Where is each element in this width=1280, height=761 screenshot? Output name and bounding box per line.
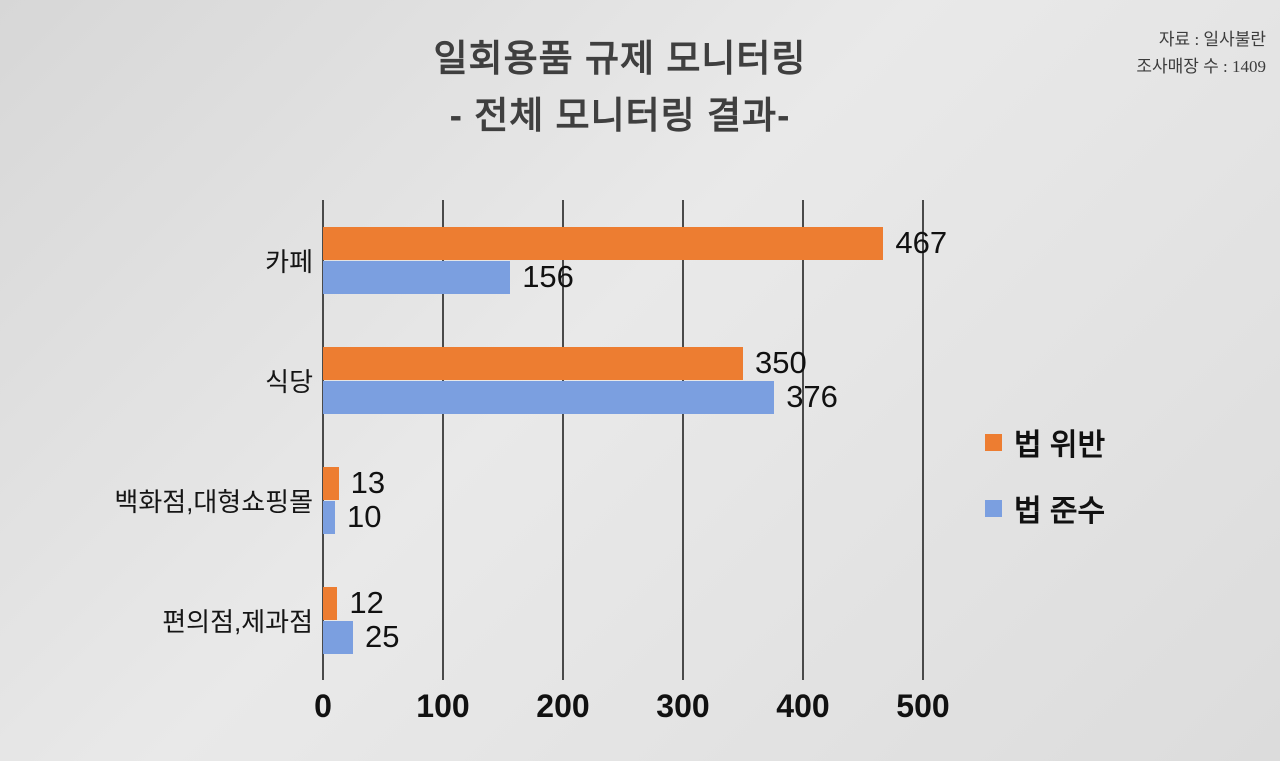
plot-wrap: 467 156 350 376 13 10 12 25 0 100 200 300 400 500 xyxy=(314,200,950,740)
bar-line: 13 xyxy=(323,465,923,500)
plot-area: 467 156 350 376 13 10 12 25 xyxy=(322,200,947,680)
bar-line: 156 xyxy=(323,259,923,294)
value-label: 10 xyxy=(347,499,382,534)
bar-line: 467 xyxy=(323,225,947,260)
gridline xyxy=(802,200,804,680)
bar-violation xyxy=(323,466,339,500)
x-tick-label: 400 xyxy=(776,688,830,724)
value-label: 13 xyxy=(350,465,386,500)
bar-chart: 카페 식당 백화점,대형쇼핑몰 편의점,제과점 467 156 350 376 13 10 12 2… xyxy=(65,200,950,740)
bar-violation xyxy=(323,226,884,260)
category-label: 편의점,제과점 xyxy=(162,606,313,637)
legend-item-violation: 법 위반 xyxy=(985,420,1105,464)
bar-compliance xyxy=(323,380,775,414)
value-label: 350 xyxy=(755,345,807,380)
chart-title-line-2: - 전체 모니터링 결과- xyxy=(449,95,791,137)
bar-group: 13 10 xyxy=(323,440,923,560)
x-tick-label: 100 xyxy=(416,688,470,724)
bar-line: 350 xyxy=(323,345,923,380)
x-tick-label: 300 xyxy=(656,688,710,724)
bar-group: 12 25 xyxy=(323,560,923,680)
category-label: 카페 xyxy=(265,246,313,277)
gridline xyxy=(682,200,684,680)
compliance-swatch xyxy=(985,499,1002,517)
value-label: 376 xyxy=(786,379,838,414)
value-label: 156 xyxy=(522,259,574,294)
chart-title-line-1: 일회용품 규제 모니터링 xyxy=(433,38,807,79)
gridline xyxy=(442,200,444,680)
category-label: 식당 xyxy=(265,366,313,397)
x-axis: 0 100 200 300 400 500 xyxy=(314,688,950,740)
x-tick-label: 500 xyxy=(896,688,950,724)
bar-compliance xyxy=(323,620,353,654)
bar-compliance xyxy=(323,500,335,534)
gridline xyxy=(322,200,324,680)
category-label: 백화점,대형쇼핑몰 xyxy=(114,486,313,517)
value-label: 467 xyxy=(895,225,948,260)
legend: 법 위반 법 준수 xyxy=(985,420,1105,530)
bar-line: 376 xyxy=(323,379,923,414)
gridline xyxy=(922,200,924,680)
gridline xyxy=(562,200,564,680)
value-label: 25 xyxy=(365,619,400,654)
bar-group: 467 156 xyxy=(323,200,947,320)
source-note: 자료 : 일사불란 조사매장 수 : 1409 xyxy=(1136,26,1266,80)
source-line-1: 자료 : 일사불란 xyxy=(1158,30,1266,49)
bar-group: 350 376 xyxy=(323,320,923,440)
legend-label-compliance: 법 준수 xyxy=(1014,495,1106,528)
bar-violation xyxy=(323,346,743,380)
violation-swatch xyxy=(985,433,1002,451)
legend-label-violation: 법 위반 xyxy=(1014,429,1106,462)
chart-title: 일회용품 규제 모니터링 - 전체 모니터링 결과- xyxy=(0,30,1240,145)
bar-line: 10 xyxy=(323,499,923,534)
source-line-2: 조사매장 수 : 1409 xyxy=(1136,57,1266,77)
value-label: 12 xyxy=(349,585,384,620)
legend-item-compliance: 법 준수 xyxy=(985,486,1105,530)
bar-compliance xyxy=(323,260,511,294)
x-tick-label: 200 xyxy=(536,688,590,724)
x-tick-label: 0 xyxy=(314,688,332,724)
bar-line: 25 xyxy=(323,619,923,654)
bar-line: 12 xyxy=(323,585,923,620)
bar-violation xyxy=(323,586,338,620)
